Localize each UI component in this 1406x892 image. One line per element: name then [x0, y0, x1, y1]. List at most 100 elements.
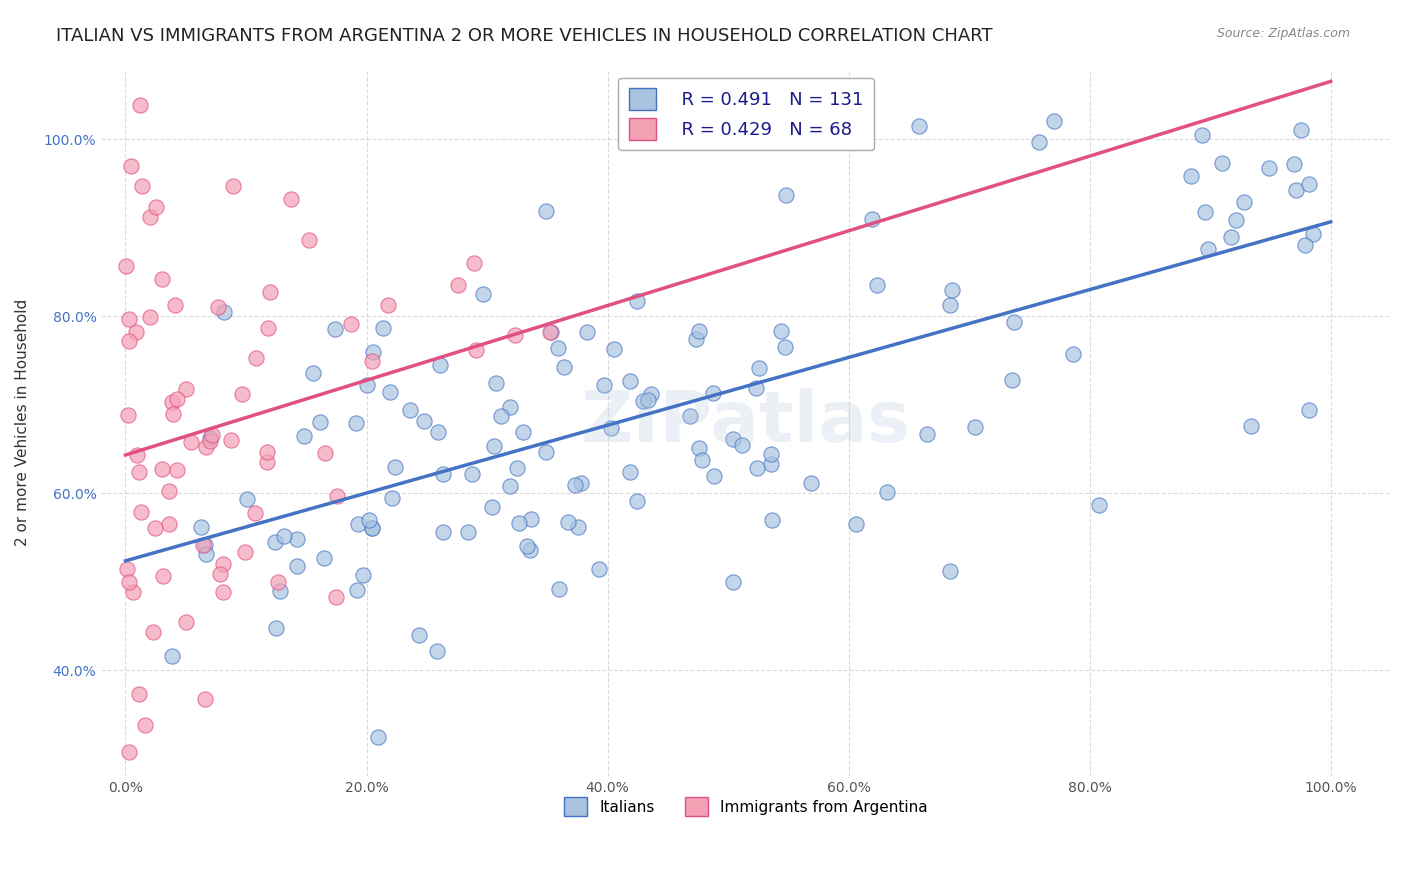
Point — [1087, 498, 1109, 512]
Point — [152, 569, 174, 583]
Point — [491, 409, 513, 423]
Point — [588, 561, 610, 575]
Point — [534, 204, 557, 219]
Point — [1232, 195, 1254, 210]
Point — [340, 317, 363, 331]
Point — [378, 384, 401, 399]
Point — [461, 467, 484, 481]
Point — [1294, 237, 1316, 252]
Point — [231, 386, 253, 401]
Point — [367, 730, 389, 744]
Point — [162, 407, 184, 421]
Point — [212, 585, 235, 599]
Point — [142, 625, 165, 640]
Point — [1028, 135, 1050, 149]
Point — [564, 478, 586, 492]
Point — [1291, 122, 1313, 136]
Point — [399, 403, 422, 417]
Point — [1001, 372, 1024, 386]
Point — [744, 381, 766, 395]
Point — [194, 538, 217, 552]
Point — [371, 321, 394, 335]
Point — [128, 687, 150, 701]
Point — [160, 395, 183, 409]
Point — [361, 521, 384, 535]
Point — [538, 325, 561, 339]
Point — [195, 440, 218, 454]
Point — [731, 438, 754, 452]
Point — [499, 401, 522, 415]
Point — [256, 455, 278, 469]
Point — [200, 431, 222, 445]
Point — [243, 506, 266, 520]
Point — [640, 386, 662, 401]
Point — [519, 512, 541, 526]
Point — [748, 361, 770, 376]
Point — [357, 513, 380, 527]
Point — [637, 392, 659, 407]
Point — [150, 462, 173, 476]
Point — [201, 428, 224, 442]
Point — [384, 459, 406, 474]
Point — [118, 574, 141, 589]
Point — [309, 415, 332, 429]
Point — [457, 524, 479, 539]
Point — [273, 529, 295, 543]
Point — [236, 492, 259, 507]
Point — [576, 325, 599, 339]
Point — [207, 300, 229, 314]
Text: Source: ZipAtlas.com: Source: ZipAtlas.com — [1216, 27, 1350, 40]
Y-axis label: 2 or more Vehicles in Household: 2 or more Vehicles in Household — [15, 299, 30, 546]
Point — [599, 421, 621, 435]
Point — [503, 328, 526, 343]
Point — [938, 564, 960, 578]
Point — [128, 97, 150, 112]
Point — [703, 469, 725, 483]
Point — [163, 298, 186, 312]
Point — [117, 408, 139, 422]
Point — [593, 378, 616, 392]
Point — [619, 466, 641, 480]
Point — [194, 692, 217, 706]
Point — [1191, 128, 1213, 143]
Point — [908, 119, 931, 133]
Point — [381, 491, 404, 505]
Point — [745, 461, 768, 475]
Point — [139, 211, 162, 225]
Point — [567, 520, 589, 534]
Point — [256, 444, 278, 458]
Point — [1257, 161, 1279, 175]
Point — [1180, 169, 1202, 183]
Point — [1225, 213, 1247, 227]
Point — [377, 298, 399, 312]
Point — [482, 439, 505, 453]
Point — [915, 427, 938, 442]
Point — [1062, 347, 1084, 361]
Point — [1285, 183, 1308, 197]
Point — [770, 324, 793, 338]
Point — [198, 434, 221, 448]
Point — [302, 366, 325, 380]
Point — [547, 341, 569, 355]
Point — [212, 305, 235, 319]
Point — [626, 493, 648, 508]
Point — [245, 351, 267, 366]
Point — [508, 516, 530, 530]
Point — [127, 448, 149, 462]
Point — [432, 467, 454, 482]
Point — [139, 310, 162, 324]
Point — [344, 416, 367, 430]
Point — [194, 547, 217, 561]
Point — [115, 562, 138, 576]
Point — [122, 584, 145, 599]
Point — [506, 460, 529, 475]
Legend: Italians, Immigrants from Argentina: Italians, Immigrants from Argentina — [555, 789, 938, 825]
Point — [688, 441, 710, 455]
Point — [866, 277, 889, 292]
Point — [1298, 403, 1320, 417]
Point — [118, 334, 141, 348]
Point — [325, 590, 347, 604]
Point — [114, 259, 136, 273]
Point — [516, 539, 538, 553]
Point — [166, 463, 188, 477]
